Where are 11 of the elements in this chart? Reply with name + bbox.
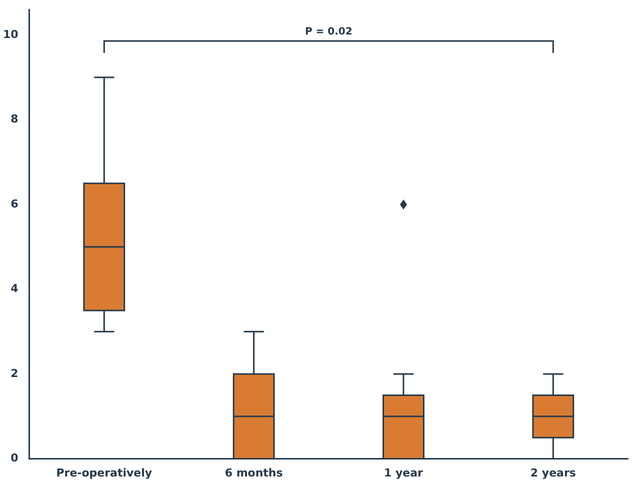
y-tick-label: 4 [10, 282, 19, 296]
x-tick-label: 6 months [224, 466, 284, 480]
y-tick-label: 0 [10, 452, 19, 465]
x-tick-label: Pre-operatively [56, 466, 152, 480]
x-tick-label: 2 years [530, 466, 576, 480]
y-tick-label: 10 [2, 28, 19, 41]
y-tick-label: 6 [10, 197, 19, 210]
x-tick-label: 1 year [384, 466, 424, 480]
y-tick-label: 8 [10, 112, 18, 126]
annotation: P = 0.02 [304, 26, 352, 38]
y-tick-label: 2 [10, 366, 18, 380]
